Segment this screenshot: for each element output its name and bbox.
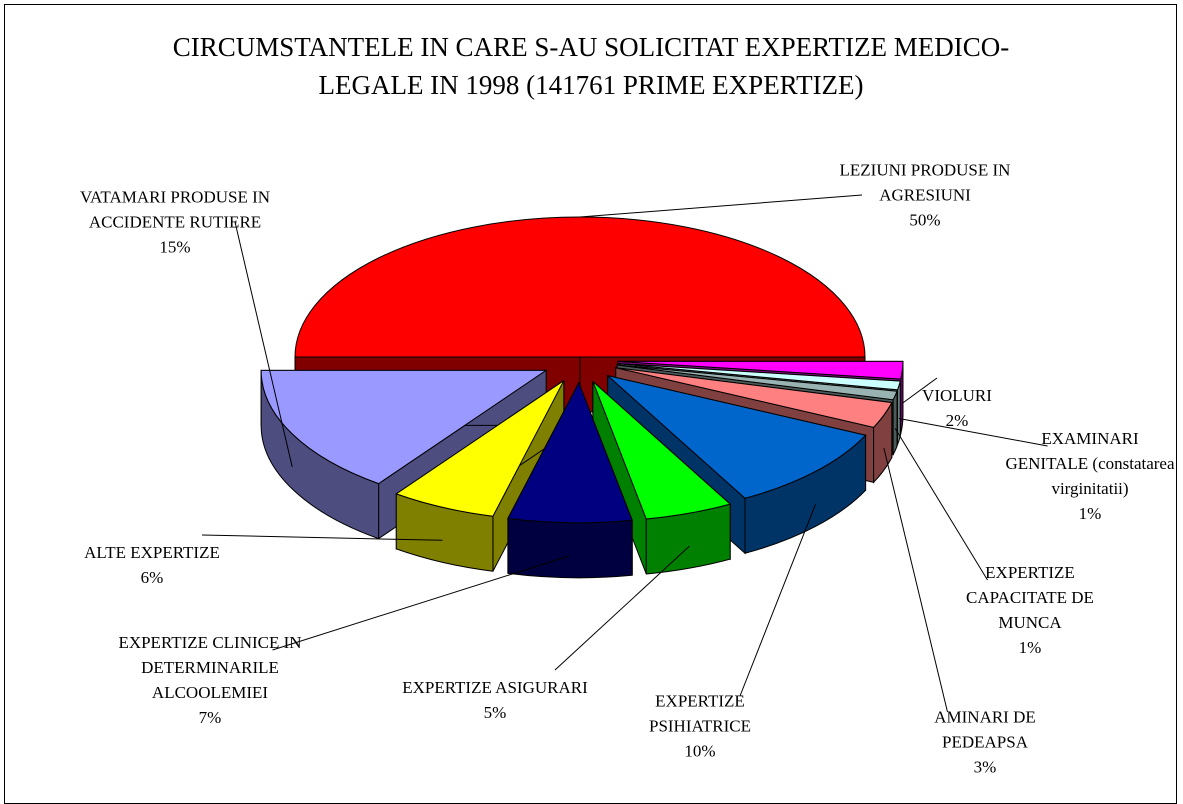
leader-line: [883, 448, 948, 713]
slice-top: [294, 216, 866, 358]
slice-top: [260, 369, 548, 485]
slice-label: VATAMARI PRODUSE IN ACCIDENTE RUTIERE 15%: [75, 185, 275, 260]
category-label: VATAMARI PRODUSE IN ACCIDENTE RUTIERE: [79, 187, 271, 232]
slice-wall: [507, 517, 633, 579]
slice-label: ALTE EXPERTIZE 6%: [52, 540, 252, 590]
slice: [507, 381, 633, 579]
slice-label: AMINARI DE PEDEAPSA 3%: [910, 705, 1060, 780]
leader-line: [234, 221, 293, 468]
value-label: 6%: [140, 568, 164, 587]
value-label: 5%: [483, 703, 507, 722]
value-label: 3%: [973, 757, 997, 777]
slice-label: EXPERTIZE PSIHIATRICE 10%: [620, 689, 780, 764]
category-label: LEZIUNI PRODUSE IN AGRESIUNI: [839, 160, 1011, 205]
leader-line: [894, 428, 988, 581]
value-label: 15%: [159, 237, 191, 257]
slice-label: EXPERTIZE ASIGURARI 5%: [375, 675, 615, 725]
slice-top: [617, 364, 898, 401]
slice-top: [615, 367, 893, 428]
slice-top: [592, 381, 732, 520]
category-label: EXPERTIZE PSIHIATRICE: [648, 691, 751, 736]
leader-line: [739, 504, 816, 697]
slice-label: EXPERTIZE CAPACITATE DE MUNCA 1%: [945, 560, 1115, 660]
value-label: 2%: [945, 411, 969, 430]
category-label: EXPERTIZE CLINICE IN DETERMINARILE ALCOO…: [118, 633, 302, 702]
category-label: AMINARI DE PEDEAPSA: [934, 707, 1036, 752]
category-label: EXPERTIZE ASIGURARI: [402, 678, 588, 697]
slice-top: [607, 375, 867, 499]
slice-label: EXPERTIZE CLINICE IN DETERMINARILE ALCOO…: [85, 630, 335, 730]
value-label: 1%: [1018, 638, 1042, 657]
category-label: VIOLURI: [922, 386, 992, 405]
slice-wall: [892, 391, 898, 456]
category-label: EXAMINARI GENITALE (constatarea virginit…: [1005, 429, 1175, 498]
leader-line: [201, 534, 443, 541]
leader-line: [902, 377, 938, 404]
slice-label: VIOLURI 2%: [917, 383, 997, 433]
value-label: 1%: [1078, 504, 1102, 523]
slice-top: [617, 363, 901, 391]
category-label: ALTE EXPERTIZE: [84, 543, 220, 562]
value-label: 7%: [198, 708, 222, 727]
leader-line: [272, 555, 571, 651]
slice-top: [617, 360, 904, 380]
leader-line: [554, 545, 690, 671]
value-label: 50%: [909, 210, 941, 230]
leader-line: [579, 194, 863, 218]
chart-title: CIRCUMSTANTELE IN CARE S-AU SOLICITAT EX…: [172, 32, 1010, 100]
leader-line: [898, 417, 1048, 447]
slice-top: [395, 380, 565, 517]
slice-label: EXAMINARI GENITALE (constatarea virginit…: [1005, 426, 1175, 526]
category-label: EXPERTIZE CAPACITATE DE MUNCA: [966, 563, 1094, 632]
slice-label: LEZIUNI PRODUSE IN AGRESIUNI 50%: [820, 158, 1030, 233]
slice-top: [507, 381, 633, 524]
value-label: 10%: [684, 741, 716, 761]
